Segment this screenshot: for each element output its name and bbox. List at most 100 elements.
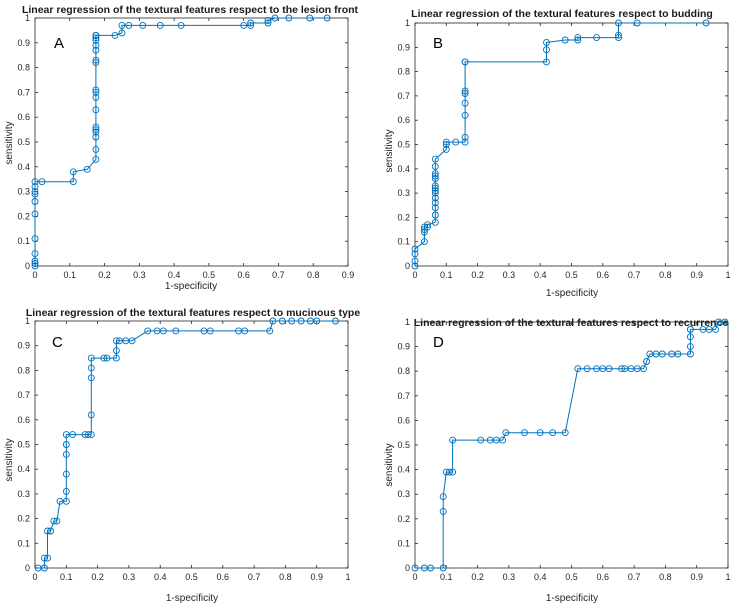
panel-d-ytick-label: 0.5 [397, 440, 410, 450]
panel-b-roc-point [411, 250, 419, 258]
panel-a-roc-point [92, 123, 100, 131]
panel-a-xtick-label: 0.4 [168, 270, 181, 280]
panel-d-roc-point [502, 429, 510, 437]
panel-b-roc-point [461, 133, 469, 141]
panel-d-roc-point [686, 333, 694, 341]
panel-a-roc-point [139, 21, 147, 29]
panel-a-roc-point [83, 165, 91, 173]
panel-a-xtick-label: 0.9 [342, 270, 355, 280]
panel-a-ytick-label: 0.3 [17, 187, 30, 197]
panel-d-ytick-label: 0.9 [397, 342, 410, 352]
panel-b-roc-point [431, 194, 439, 202]
panel-c-roc-point [112, 354, 120, 362]
panel-b-xtick-label: 1 [725, 270, 730, 280]
panel-d-roc-point [583, 365, 591, 373]
panel-a-roc-point [92, 126, 100, 134]
panel-c-xtick-label: 0.6 [217, 572, 230, 582]
panel-a-roc-point [31, 260, 39, 267]
panel-a-roc-point [247, 21, 255, 29]
panel-a-roc-line [34, 17, 328, 266]
panel-a-roc-point [92, 106, 100, 114]
panel-c-roc-point [128, 337, 136, 345]
panel-c-plot-frame [34, 320, 349, 569]
panel-a-roc-point [264, 17, 272, 24]
panel-b-roc-point [411, 245, 419, 253]
panel-a-roc-point [125, 21, 133, 29]
panel-a-roc-point [177, 21, 185, 29]
panel-d-roc-point [643, 357, 651, 365]
panel-b-roc-point [452, 138, 460, 146]
panel-d-xtick-label: 0.6 [597, 572, 610, 582]
panel-d-ytick-label: 0.4 [397, 465, 410, 475]
panel-a-roc-point [38, 178, 46, 186]
panel-a-roc-point [69, 178, 77, 186]
panel-b-roc-point [442, 141, 450, 148]
panel-c-xtick-label: 0.9 [310, 572, 323, 582]
panel-d-roc-point [640, 365, 647, 373]
panel-a-xtick-label: 0.2 [98, 270, 111, 280]
panel-d-xtick-label: 0.3 [503, 572, 516, 582]
panel-c-roc-point [62, 497, 70, 505]
panel-b-roc-point [424, 223, 431, 231]
panel-b-ytick-label: 0 [405, 261, 410, 271]
panel-a-ytick-label: 0.5 [17, 137, 30, 147]
panel-c-ytick-label: 0.1 [17, 538, 30, 548]
panel-c-ytick-label: 0.5 [17, 440, 30, 450]
panel-a-ytick-label: 1 [25, 13, 30, 23]
panel-b-xtick-label: 0.8 [659, 270, 672, 280]
panel-d-roc-point [439, 507, 447, 515]
panel-a-roc-point [31, 235, 39, 243]
panel-c-roc-point [332, 317, 339, 325]
panel-d-roc-point [477, 436, 485, 444]
panel-d-roc-point [605, 365, 613, 373]
panel-a-roc-point [92, 133, 100, 141]
panel-b-roc-point [431, 189, 439, 197]
panel-c-ytick-label: 0.4 [17, 464, 30, 474]
panel-a-roc-point [271, 14, 279, 22]
panel-b-roc-point [442, 138, 450, 146]
panel-d-xtick-label: 0 [412, 572, 417, 582]
panel-c-roc-line [38, 320, 336, 569]
panel-c-roc-point [87, 411, 95, 419]
panel-b-roc-point [431, 184, 439, 192]
panel-c-roc-point [266, 327, 274, 335]
panel-a-roc-point [92, 31, 100, 39]
panel-c-roc-point [40, 564, 48, 572]
panel-c-xtick-label: 0 [32, 572, 37, 582]
panel-c-ytick-label: 0.3 [17, 489, 30, 499]
panel-b-roc-point [420, 238, 428, 246]
panel-a-roc-point [92, 93, 100, 101]
panel-b-ytick-label: 0.8 [397, 67, 410, 77]
panel-d-letter: D [433, 334, 444, 351]
panel-b-roc-point [431, 218, 439, 226]
panel-d-roc-point [411, 564, 419, 572]
panel-c-ytick-label: 0.7 [17, 390, 30, 400]
panel-c-xtick-label: 0.5 [185, 572, 198, 582]
panel-a-roc-point [118, 29, 126, 37]
panel-a-letter: A [54, 35, 64, 52]
panel-c-letter: C [52, 334, 63, 351]
panel-d-ytick-label: 0 [405, 563, 410, 573]
panel-c-roc-point [288, 317, 296, 325]
panel-b-xtick-label: 0 [412, 270, 417, 280]
panel-d-ytick-label: 0.8 [397, 366, 410, 376]
panel-b-xtick-label: 0.2 [471, 270, 484, 280]
panel-a-xtick-label: 0.5 [203, 270, 216, 280]
panel-b-roc-point [431, 182, 439, 190]
panel-a-roc-point [118, 21, 126, 29]
panel-d-xtick-label: 0.8 [659, 572, 672, 582]
panel-d-roc-point [445, 468, 453, 476]
panel-a-roc-point [92, 34, 100, 42]
panel-a-xtick-label: 0.7 [272, 270, 285, 280]
panel-a-roc-point [306, 14, 314, 22]
panel-d-roc-point [521, 429, 528, 437]
panel-a-roc-point [92, 128, 100, 136]
panel-a-ytick-label: 0.2 [17, 211, 30, 221]
panel-a-roc-point [31, 183, 39, 191]
panel-a-xtick-label: 0.1 [64, 270, 77, 280]
panel-d-plot-frame [414, 321, 729, 569]
panel-b-roc-point [461, 138, 469, 146]
panel-b-roc-point [461, 58, 469, 66]
panel-a-xlabel: 1-specificity [165, 281, 217, 292]
